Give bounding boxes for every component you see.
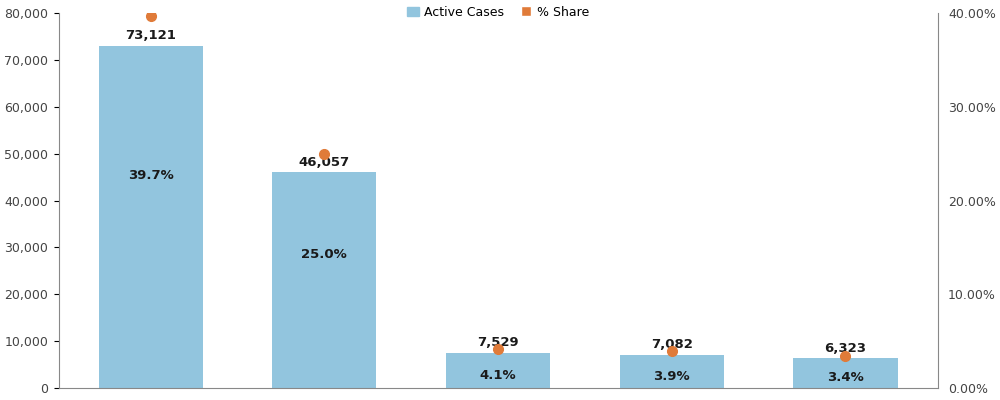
Text: 4.1%: 4.1% — [480, 369, 516, 382]
Text: 3.9%: 3.9% — [653, 370, 690, 383]
Text: 3.4%: 3.4% — [827, 371, 864, 384]
Text: 7,082: 7,082 — [651, 338, 693, 352]
Text: 46,057: 46,057 — [299, 156, 350, 169]
Text: 73,121: 73,121 — [125, 29, 176, 42]
Text: 25.0%: 25.0% — [301, 248, 347, 261]
Bar — [446, 352, 550, 388]
Legend: Active Cases, % Share: Active Cases, % Share — [402, 1, 594, 24]
Bar — [272, 172, 376, 388]
Bar — [620, 355, 724, 388]
Text: 6,323: 6,323 — [824, 342, 866, 355]
Bar — [793, 358, 898, 388]
Bar — [99, 46, 203, 388]
Text: 7,529: 7,529 — [477, 336, 519, 349]
Text: 39.7%: 39.7% — [128, 169, 174, 182]
